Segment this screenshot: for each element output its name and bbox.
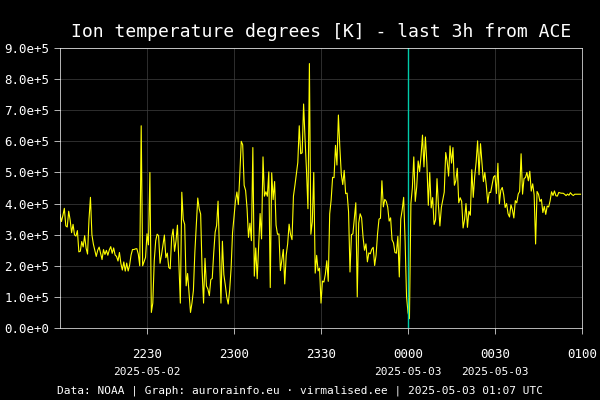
Title: Ion temperature degrees [K] - last 3h from ACE: Ion temperature degrees [K] - last 3h fr… <box>71 23 571 41</box>
Text: 2025-05-03: 2025-05-03 <box>461 367 529 377</box>
Text: 2025-05-03: 2025-05-03 <box>374 367 442 377</box>
Text: 2025-05-02: 2025-05-02 <box>113 367 181 377</box>
Text: Data: NOAA | Graph: aurorainfo.eu · virmalised.ee | 2025-05-03 01:07 UTC: Data: NOAA | Graph: aurorainfo.eu · virm… <box>57 386 543 396</box>
Text: 0030: 0030 <box>480 348 510 361</box>
Text: 2330: 2330 <box>306 348 336 361</box>
Text: 0100: 0100 <box>567 348 597 361</box>
Text: 2230: 2230 <box>132 348 162 361</box>
Text: 2300: 2300 <box>219 348 249 361</box>
Text: 0000: 0000 <box>393 348 423 361</box>
